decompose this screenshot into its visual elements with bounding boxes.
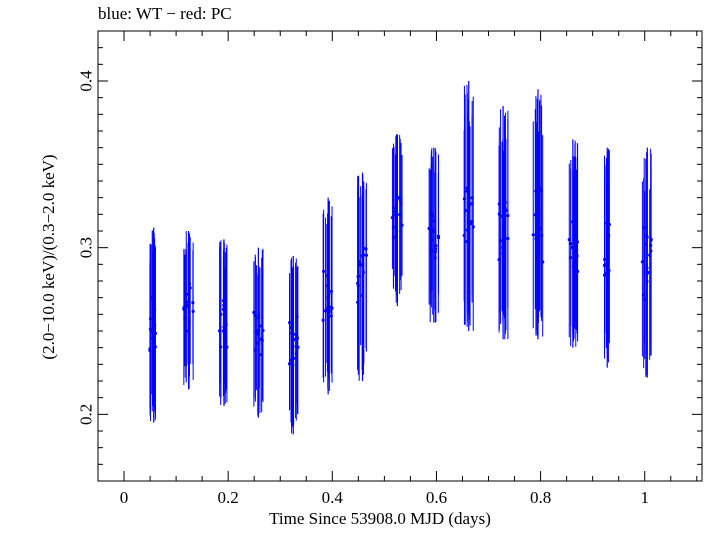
- data-point: [569, 255, 573, 260]
- data-point: [465, 189, 469, 193]
- data-point: [256, 329, 261, 333]
- chart-title: blue: WT − red: PC: [98, 4, 232, 23]
- data-point: [605, 262, 610, 267]
- data-point: [574, 262, 578, 266]
- data-point: [322, 269, 326, 273]
- data-point: [506, 236, 510, 241]
- data-point: [219, 312, 223, 316]
- data-point: [323, 309, 328, 313]
- data-point: [321, 318, 325, 322]
- data-point: [296, 345, 300, 349]
- data-point: [184, 300, 188, 304]
- data-point: [392, 206, 396, 210]
- data-point: [186, 304, 191, 308]
- x-tick-label: 0: [120, 488, 129, 507]
- y-tick-label: 0.4: [77, 70, 96, 92]
- data-point: [260, 338, 264, 343]
- data-point: [570, 245, 575, 250]
- x-tick-label: 0.8: [530, 488, 551, 507]
- data-point: [470, 196, 474, 200]
- data-point: [567, 238, 571, 242]
- data-point: [252, 310, 256, 315]
- y-tick-label: 0.3: [77, 237, 96, 258]
- data-point: [151, 329, 156, 333]
- data-point: [258, 353, 262, 357]
- data-point: [182, 307, 186, 311]
- data-point: [359, 263, 363, 267]
- data-point: [649, 249, 653, 253]
- data-point: [497, 202, 501, 206]
- data-point: [399, 202, 403, 206]
- y-tick-label: 0.2: [77, 404, 96, 425]
- data-point: [640, 260, 644, 264]
- data-point: [191, 301, 195, 305]
- data-point: [222, 329, 227, 333]
- data-point: [436, 236, 441, 240]
- data-point: [398, 212, 402, 217]
- data-point: [390, 216, 395, 220]
- y-axis-label: (2.0−10.0 keV)/(0.3−2.0 keV): [39, 154, 58, 360]
- data-point: [645, 270, 650, 275]
- data-point: [534, 189, 538, 193]
- data-point: [540, 233, 544, 238]
- data-point: [329, 314, 333, 318]
- data-point: [224, 322, 228, 326]
- data-point: [395, 195, 400, 200]
- data-point: [291, 337, 296, 342]
- data-point: [642, 225, 646, 230]
- plot-frame: [97, 30, 703, 482]
- x-tick-label: 0.4: [322, 488, 344, 507]
- data-point: [188, 286, 192, 290]
- data-point: [538, 186, 542, 191]
- data-point: [364, 253, 369, 257]
- data-point: [466, 220, 471, 225]
- data-point: [431, 229, 436, 233]
- data-point: [433, 247, 438, 251]
- x-tick-label: 1: [640, 488, 649, 507]
- data-point: [289, 326, 293, 330]
- data-point: [575, 240, 579, 244]
- data-point: [607, 233, 611, 238]
- data-point: [427, 226, 431, 231]
- data-point: [360, 254, 365, 258]
- data-point: [531, 233, 535, 237]
- x-tick-label: 0.6: [426, 488, 447, 507]
- x-tick-label: 0.2: [218, 488, 239, 507]
- data-point: [357, 274, 361, 278]
- data-point: [148, 349, 152, 353]
- data-point: [503, 218, 507, 222]
- data-point: [287, 320, 292, 325]
- data-point: [462, 197, 467, 201]
- data-point: [326, 295, 331, 300]
- data-point: [535, 245, 540, 250]
- data-point: [573, 208, 577, 213]
- x-axis-label: Time Since 53908.0 MJD (days): [269, 509, 491, 528]
- data-point: [501, 245, 506, 250]
